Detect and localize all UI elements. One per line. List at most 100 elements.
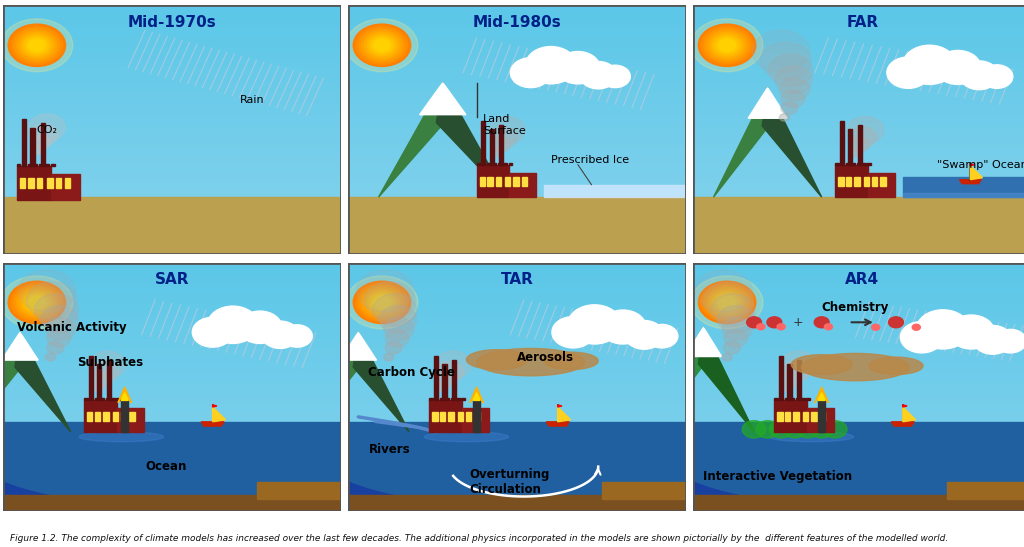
Circle shape — [361, 31, 402, 60]
Bar — [106, 360, 111, 400]
Polygon shape — [714, 88, 773, 197]
Bar — [456, 398, 460, 400]
Circle shape — [769, 421, 793, 438]
Circle shape — [705, 286, 750, 319]
Circle shape — [707, 31, 748, 60]
Bar — [509, 164, 512, 165]
Text: Rivers: Rivers — [369, 443, 410, 456]
Circle shape — [436, 372, 457, 387]
Bar — [458, 412, 463, 421]
Polygon shape — [971, 164, 975, 166]
Circle shape — [722, 353, 732, 361]
Polygon shape — [558, 407, 570, 422]
Bar — [811, 412, 816, 421]
Circle shape — [8, 24, 66, 66]
Circle shape — [1, 19, 73, 72]
Circle shape — [777, 324, 785, 330]
Bar — [100, 398, 103, 400]
Ellipse shape — [467, 350, 527, 370]
Circle shape — [436, 382, 449, 392]
Ellipse shape — [79, 432, 164, 442]
Bar — [774, 398, 778, 400]
Bar — [103, 412, 109, 421]
Circle shape — [994, 329, 1024, 353]
Bar — [602, 481, 686, 499]
Circle shape — [552, 317, 595, 348]
Circle shape — [746, 317, 762, 328]
Polygon shape — [903, 407, 915, 422]
Bar — [432, 412, 437, 421]
Circle shape — [568, 305, 622, 344]
Bar — [440, 412, 445, 421]
Bar — [785, 412, 791, 421]
Circle shape — [701, 283, 753, 322]
Bar — [121, 412, 126, 421]
Bar — [462, 398, 465, 400]
Text: Land
Surface: Land Surface — [483, 114, 526, 136]
Circle shape — [935, 50, 981, 84]
Circle shape — [35, 294, 79, 326]
Bar — [794, 412, 799, 421]
Bar — [872, 177, 878, 186]
Circle shape — [713, 292, 741, 313]
Bar — [89, 356, 93, 400]
Circle shape — [769, 54, 812, 86]
Bar — [452, 360, 456, 400]
Circle shape — [490, 148, 503, 157]
Circle shape — [871, 324, 880, 330]
Bar — [129, 412, 135, 421]
Circle shape — [775, 66, 812, 94]
Bar — [440, 398, 443, 400]
Circle shape — [912, 324, 921, 330]
Circle shape — [385, 341, 402, 354]
Text: TAR: TAR — [501, 272, 534, 288]
Circle shape — [694, 270, 753, 312]
Circle shape — [781, 382, 794, 392]
Circle shape — [782, 421, 807, 438]
Bar — [16, 164, 20, 166]
Ellipse shape — [544, 352, 598, 370]
Polygon shape — [667, 457, 1024, 511]
Circle shape — [887, 57, 930, 89]
Bar — [846, 164, 850, 165]
Bar — [836, 165, 868, 197]
Circle shape — [780, 362, 809, 382]
Circle shape — [29, 296, 45, 309]
Bar — [429, 400, 462, 432]
Circle shape — [556, 51, 600, 84]
Circle shape — [781, 372, 802, 387]
Circle shape — [365, 282, 416, 319]
Polygon shape — [685, 327, 722, 357]
Text: CO₂: CO₂ — [37, 125, 58, 135]
Circle shape — [14, 286, 59, 319]
Circle shape — [719, 39, 735, 51]
Circle shape — [814, 317, 829, 328]
Polygon shape — [891, 422, 914, 426]
Bar — [851, 164, 855, 165]
Bar — [481, 121, 485, 165]
Bar — [113, 412, 118, 421]
Bar — [807, 408, 834, 432]
Bar — [348, 197, 686, 254]
Circle shape — [19, 290, 54, 315]
Polygon shape — [436, 83, 507, 197]
Circle shape — [723, 341, 740, 354]
Circle shape — [238, 311, 282, 344]
Circle shape — [47, 329, 71, 347]
Bar — [947, 481, 1024, 499]
Bar — [442, 364, 446, 400]
Bar — [504, 164, 507, 165]
Bar — [348, 422, 686, 511]
Circle shape — [779, 114, 790, 121]
Circle shape — [691, 276, 763, 329]
Bar — [846, 177, 851, 186]
Text: Aerosols: Aerosols — [517, 351, 574, 364]
Circle shape — [713, 34, 741, 56]
Circle shape — [371, 37, 393, 54]
Bar — [473, 400, 480, 432]
Bar — [462, 408, 488, 432]
Polygon shape — [749, 88, 787, 118]
Circle shape — [889, 317, 903, 328]
Circle shape — [31, 146, 43, 154]
Circle shape — [600, 65, 631, 88]
